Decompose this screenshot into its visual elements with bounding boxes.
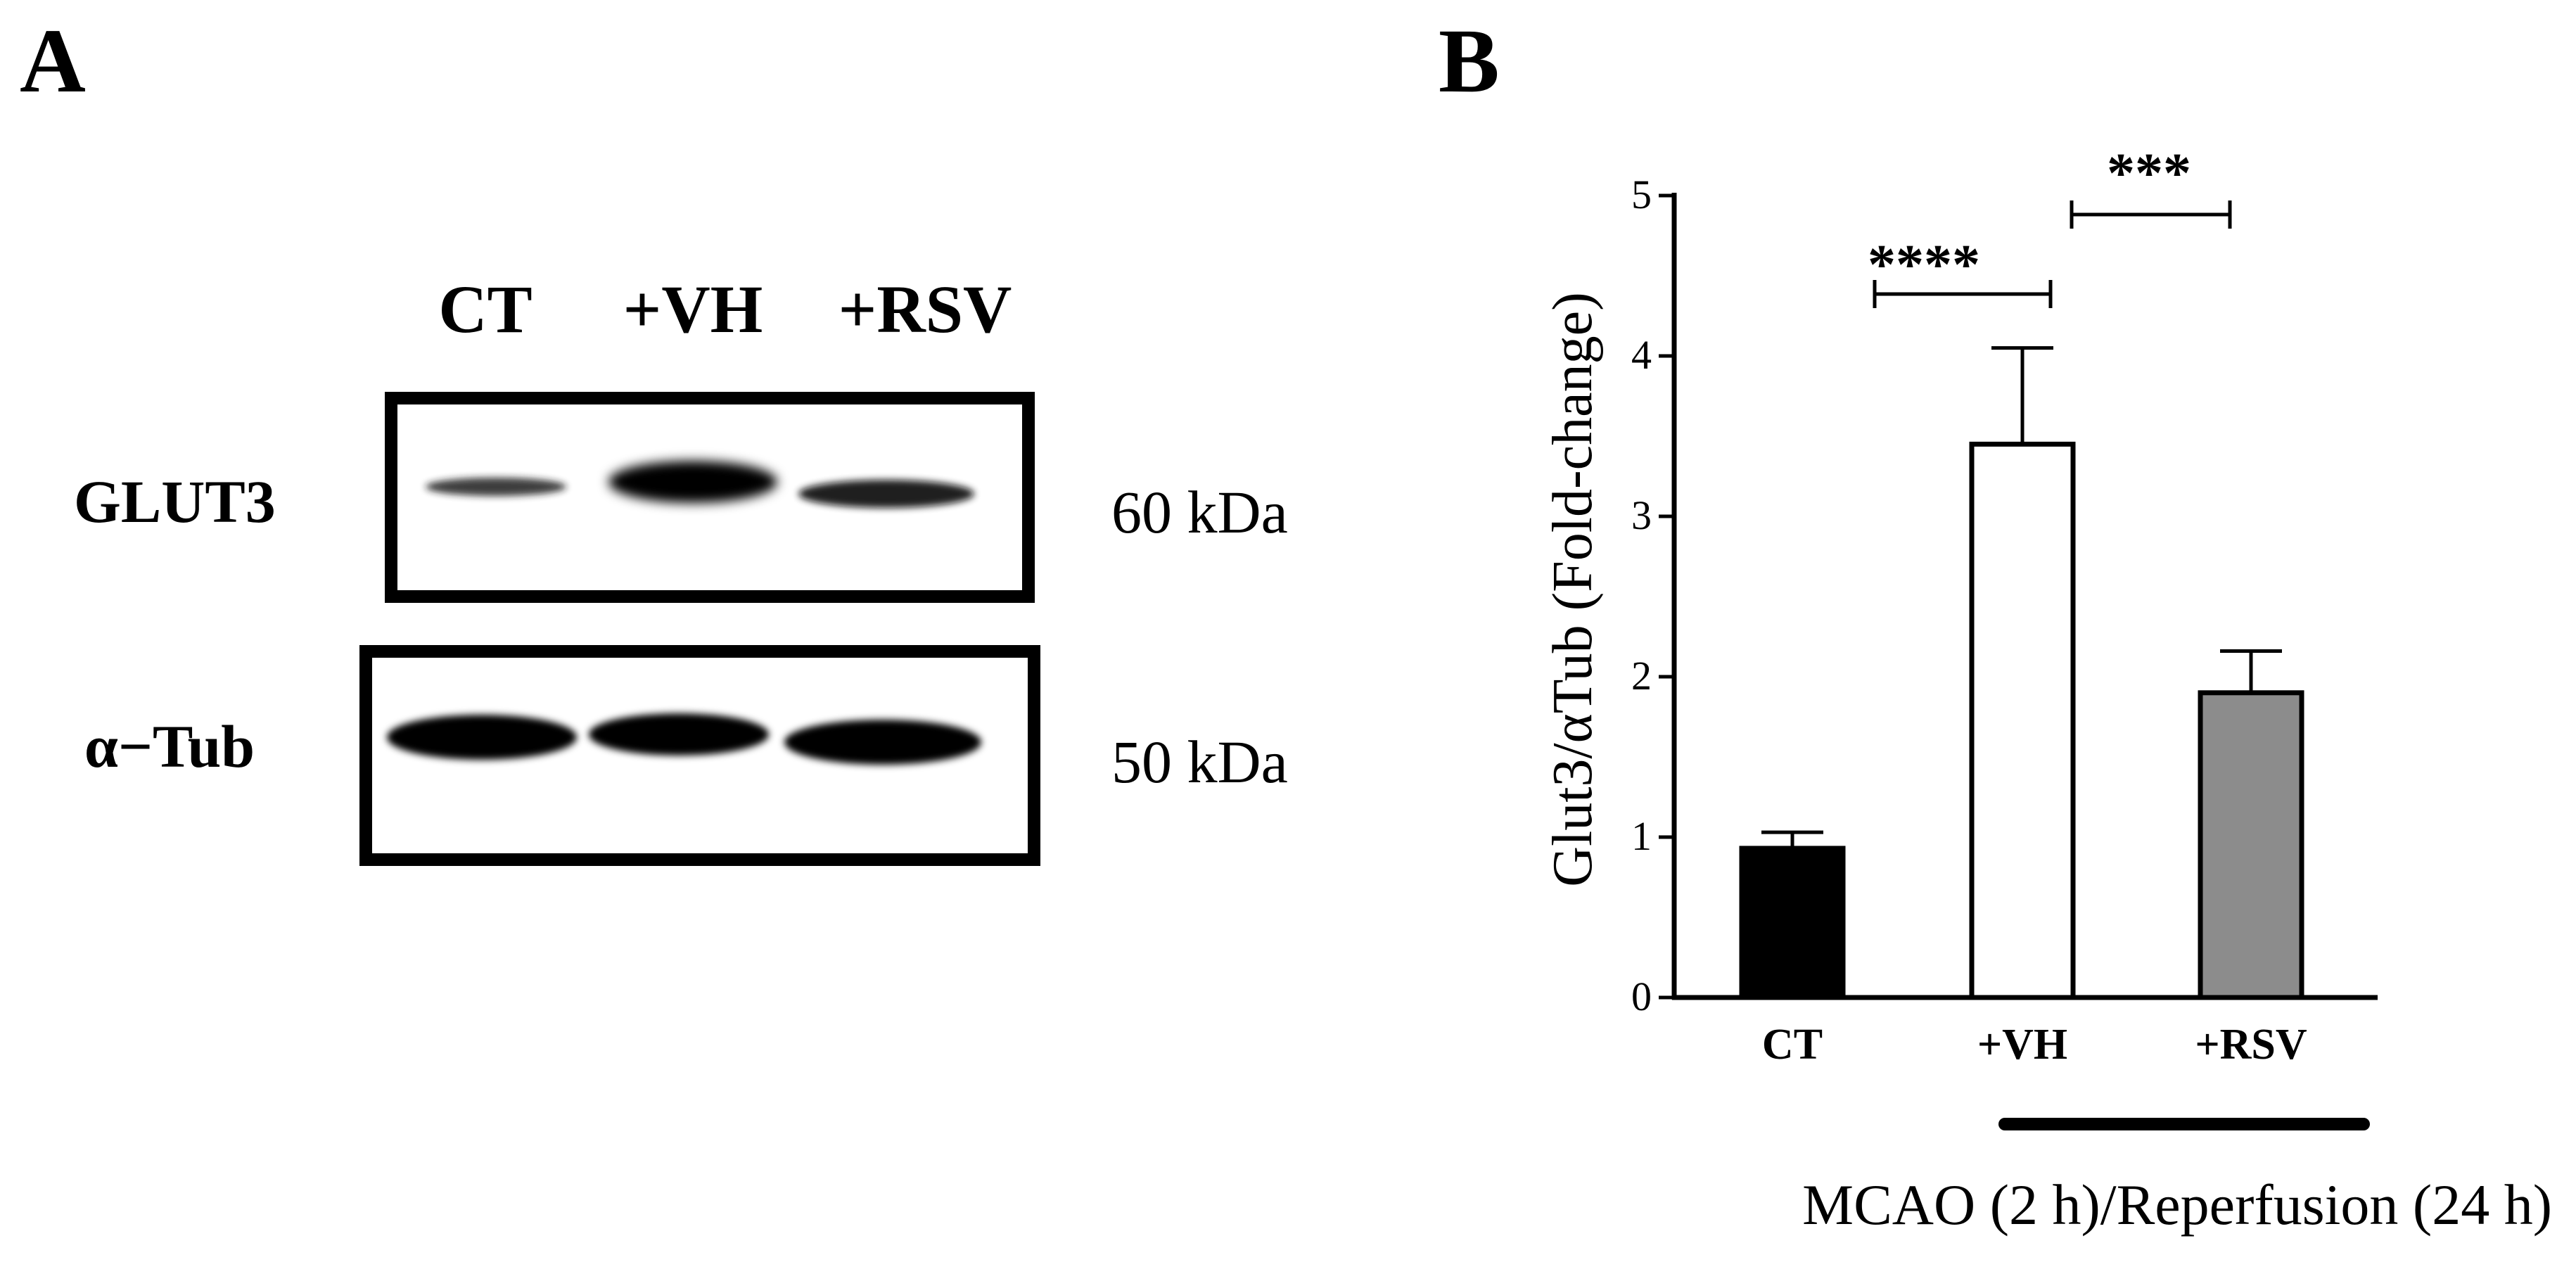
significance-label: ***	[2107, 143, 2191, 205]
x-tick-label: CT	[1762, 1021, 1823, 1069]
significance-label: ****	[1868, 234, 1980, 296]
y-tick-label: 0	[1631, 974, 1652, 1019]
y-tick-label: 5	[1631, 172, 1652, 217]
y-tick-label: 1	[1631, 813, 1652, 859]
lane-label-ct: CT	[438, 272, 532, 347]
blot-label-tub: α−Tub	[84, 713, 255, 780]
band-tub-rsv	[784, 720, 981, 765]
bar-rsv	[2198, 690, 2304, 1000]
band-glut3-vh	[608, 461, 777, 503]
blot-bands-glut3	[426, 461, 974, 508]
bar-chart: 0 1 2 3 4 5 Glut3/αTub (Fold-change) CT +VH +RSV *…	[1542, 143, 2552, 1237]
band-glut3-rsv	[798, 480, 974, 508]
lane-label-rsv: +RSV	[839, 272, 1012, 347]
x-tick-label: +VH	[1977, 1021, 2067, 1069]
y-tick-label: 4	[1631, 332, 1652, 378]
treatment-label: MCAO (2 h)/Reperfusion (24 h)	[1802, 1173, 2552, 1237]
band-tub-ct	[387, 715, 577, 760]
bar-ct	[1739, 846, 1846, 1000]
lane-label-vh: +VH	[623, 272, 763, 347]
blot-label-glut3: GLUT3	[74, 468, 276, 535]
x-tick-label: +RSV	[2195, 1021, 2307, 1069]
bar-vh	[1969, 441, 2076, 1000]
y-axis-label: Glut3/αTub (Fold-change)	[1542, 292, 1604, 887]
blot-bands-tub	[387, 713, 981, 765]
band-glut3-ct	[426, 478, 566, 496]
panel-a-letter: A	[20, 11, 86, 112]
band-tub-vh	[589, 713, 769, 756]
y-tick-label: 2	[1631, 653, 1652, 699]
blot-size-tub: 50 kDa	[1111, 728, 1288, 796]
blot-size-glut3: 60 kDa	[1111, 478, 1288, 546]
y-tick-label: 3	[1631, 492, 1652, 538]
panel-b-letter: B	[1439, 11, 1500, 112]
